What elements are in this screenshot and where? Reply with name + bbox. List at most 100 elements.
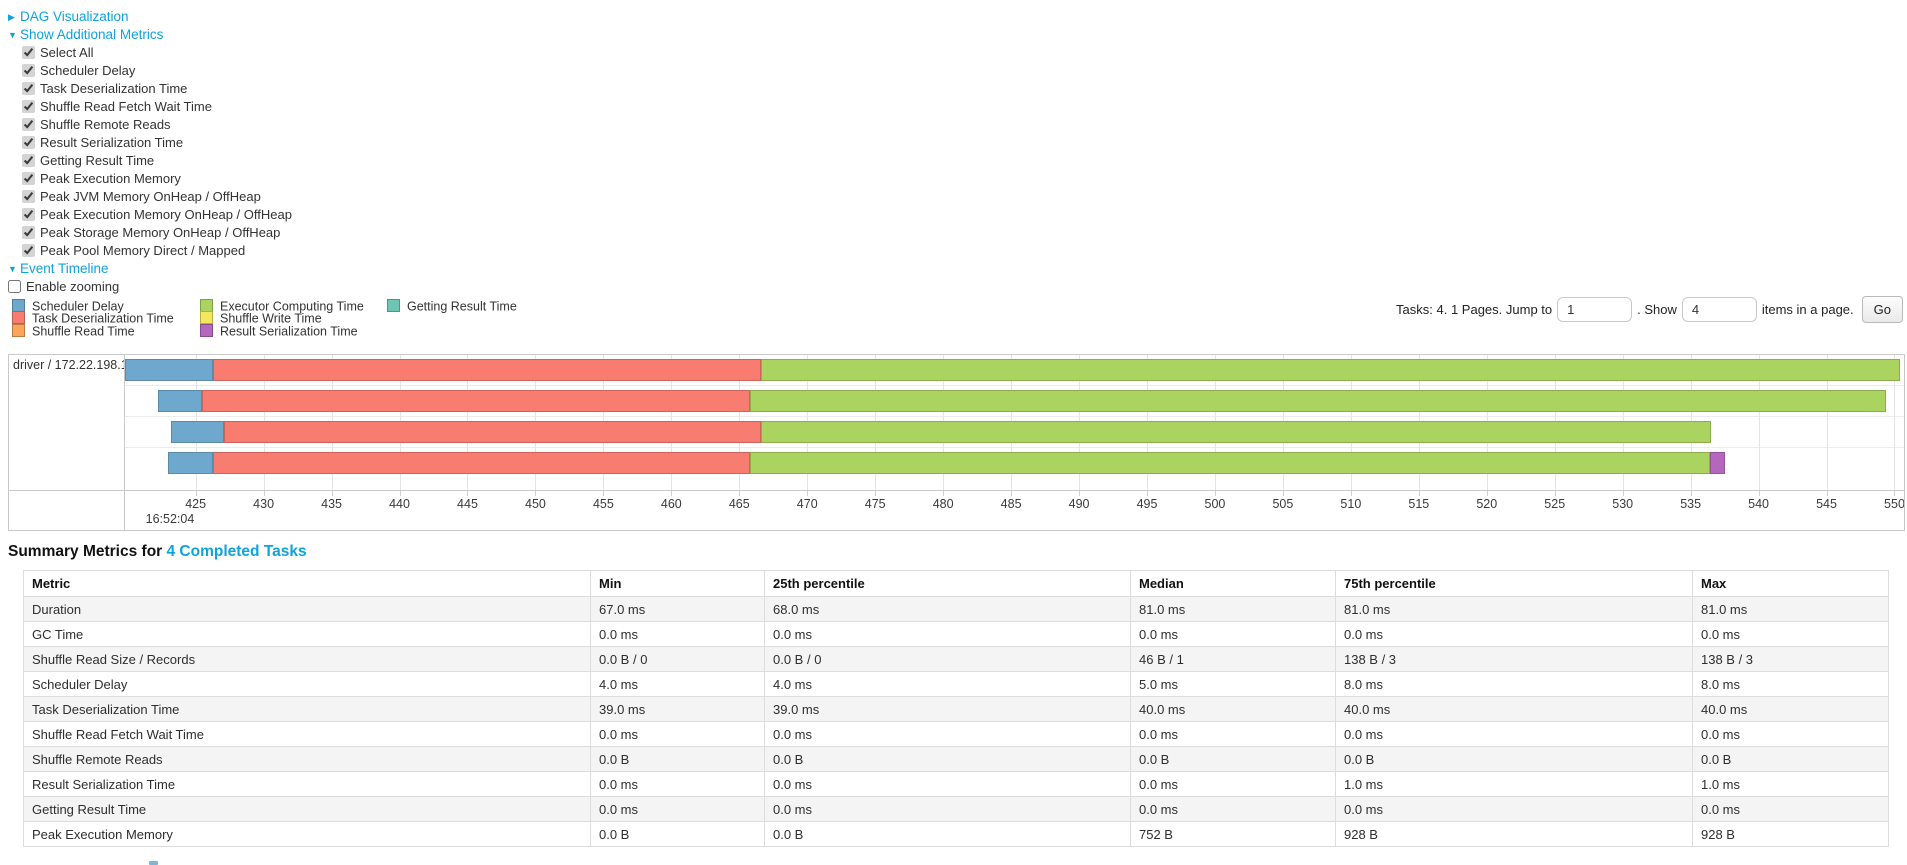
table-row: Shuffle Read Size / Records 0.0 B / 0 0.0 … [23,646,1889,672]
task-deserialization-segment[interactable] [202,390,751,412]
completed-tasks-link[interactable]: 4 Completed Tasks [166,543,307,560]
task-timeline-row [125,452,1904,474]
executor-computing-segment[interactable] [750,452,1710,474]
metric-checkbox-getting-result-time[interactable] [22,154,35,167]
show-additional-metrics-toggle[interactable]: ▼ Show Additional Metrics [8,26,292,44]
row-separator-line [125,416,1904,417]
axis-tick-label: 510 [1340,497,1362,511]
axis-tick [399,491,401,496]
task-deserialization-segment[interactable] [213,359,762,381]
dag-visualization-toggle[interactable]: ▶ DAG Visualization [8,8,292,26]
legend-item: Getting Result Time [387,299,517,314]
table-row: Shuffle Remote Reads 0.0 B 0.0 B 0.0 B 0.0 B… [23,746,1889,772]
axis-tick [1214,491,1216,496]
show-additional-metrics-link[interactable]: Show Additional Metrics [20,27,164,42]
table-cell: 1.0 ms [1692,771,1889,797]
summary-metrics-table: Metric Min 25th percentile Median 75th perce… [23,570,1889,847]
show-text: . Show [1637,302,1677,317]
table-header-cell: Metric [23,570,591,597]
legend-label: Getting Result Time [407,299,517,314]
metric-checkbox-label: Peak Execution Memory OnHeap / OffHeap [40,207,292,222]
axis-tick [195,491,197,496]
enable-zooming-checkbox[interactable] [8,280,21,293]
summary-metrics-title: Summary Metrics for 4 Completed Tasks [8,543,307,561]
axis-tick [739,491,741,496]
axis-tick-label: 455 [592,497,614,511]
task-timeline-row [125,359,1904,381]
getting-result-swatch-icon [387,299,400,312]
table-cell: 39.0 ms [590,696,765,722]
scheduler-delay-segment[interactable] [171,421,225,443]
table-cell: 0.0 ms [1692,796,1889,822]
metric-checkbox-peak-storage-memory-onheap-offheap[interactable] [22,226,35,239]
result-serialization-segment[interactable] [1709,452,1725,474]
metric-checkbox-label: Shuffle Read Fetch Wait Time [40,99,212,114]
metric-checkbox-row: Shuffle Remote Reads [22,116,292,134]
axis-tick-label: 440 [389,497,410,511]
table-cell: Getting Result Time [23,796,591,822]
metric-checkbox-label: Scheduler Delay [40,63,136,78]
axis-tick [671,491,673,496]
scheduler-delay-segment[interactable] [125,359,214,381]
executor-computing-segment[interactable] [750,390,1887,412]
table-cell: 138 B / 3 [1692,646,1889,672]
axis-tick [603,491,605,496]
table-cell: 81.0 ms [1335,596,1693,622]
table-row: GC Time 0.0 ms 0.0 ms 0.0 ms 0.0 ms 0.0 ms [23,621,1889,647]
table-cell: GC Time [23,621,591,647]
timeline-plot-area [125,355,1904,490]
metric-checkbox-peak-jvm-memory-onheap-offheap[interactable] [22,190,35,203]
metric-checkbox-result-serialization-time[interactable] [22,136,35,149]
task-deserialization-segment[interactable] [213,452,751,474]
table-cell: 0.0 ms [1692,621,1889,647]
table-cell: Shuffle Read Size / Records [23,646,591,672]
event-timeline-link[interactable]: Event Timeline [20,261,109,276]
axis-tick-label: 460 [660,497,682,511]
table-cell: Scheduler Delay [23,671,591,697]
table-row: Scheduler Delay 4.0 ms 4.0 ms 5.0 ms 8.0 ms 8… [23,671,1889,697]
event-timeline-toggle[interactable]: ▼ Event Timeline [8,260,292,278]
legend-label: Task Deserialization Time [32,311,174,326]
task-timeline-row [125,390,1904,412]
table-cell: 0.0 ms [590,796,765,822]
table-cell: 67.0 ms [590,596,765,622]
axis-tick-label: 505 [1272,497,1294,511]
table-header-cell: Max [1692,570,1889,597]
go-button[interactable]: Go [1861,296,1903,323]
metric-checkbox-label: Getting Result Time [40,153,155,168]
metric-checkbox-peak-execution-memory-onheap-offheap[interactable] [22,208,35,221]
axis-gridline [1758,355,1760,490]
metric-checkbox-row: Peak Execution Memory OnHeap / OffHeap [22,206,292,224]
metric-checkbox-select-all[interactable] [22,46,35,59]
table-cell: 46 B / 1 [1130,646,1336,672]
scheduler-delay-segment[interactable] [157,390,203,412]
metric-checkbox-task-deserialization-time[interactable] [22,82,35,95]
metric-checkbox-scheduler-delay[interactable] [22,64,35,77]
row-separator-line [125,385,1904,386]
table-cell: 0.0 ms [590,721,765,747]
executor-computing-segment[interactable] [761,421,1711,443]
row-separator-line [125,447,1904,448]
metric-checkbox-row: Peak Execution Memory [22,170,292,188]
table-cell: 0.0 B [1130,746,1336,772]
jump-to-page-input[interactable] [1557,297,1633,322]
metric-checkbox-peak-pool-memory-direct-mapped[interactable] [22,244,35,257]
axis-tick-label: 525 [1544,497,1566,511]
table-cell: 0.0 ms [1130,721,1336,747]
metric-checkbox-shuffle-remote-reads[interactable] [22,118,35,131]
timeline-legend: Scheduler Delay Task Deserialization Time… [12,299,517,338]
axis-tick-label: 535 [1680,497,1702,511]
table-cell: 39.0 ms [764,696,1131,722]
table-row: Task Deserialization Time 39.0 ms 39.0 ms 4… [23,696,1889,722]
metric-checkbox-shuffle-read-fetch-wait-time[interactable] [22,100,35,113]
legend-item: Task Deserialization Time [12,311,200,326]
task-deserialization-segment[interactable] [224,421,762,443]
executor-computing-segment[interactable] [761,359,1900,381]
scheduler-delay-segment[interactable] [168,452,214,474]
legend-item: Shuffle Write Time [200,311,387,325]
metric-checkbox-peak-execution-memory[interactable] [22,172,35,185]
axis-tick-label: 425 [185,497,207,511]
items-per-page-input[interactable] [1681,297,1757,322]
dag-visualization-link[interactable]: DAG Visualization [20,9,129,24]
table-cell: 1.0 ms [1335,771,1693,797]
